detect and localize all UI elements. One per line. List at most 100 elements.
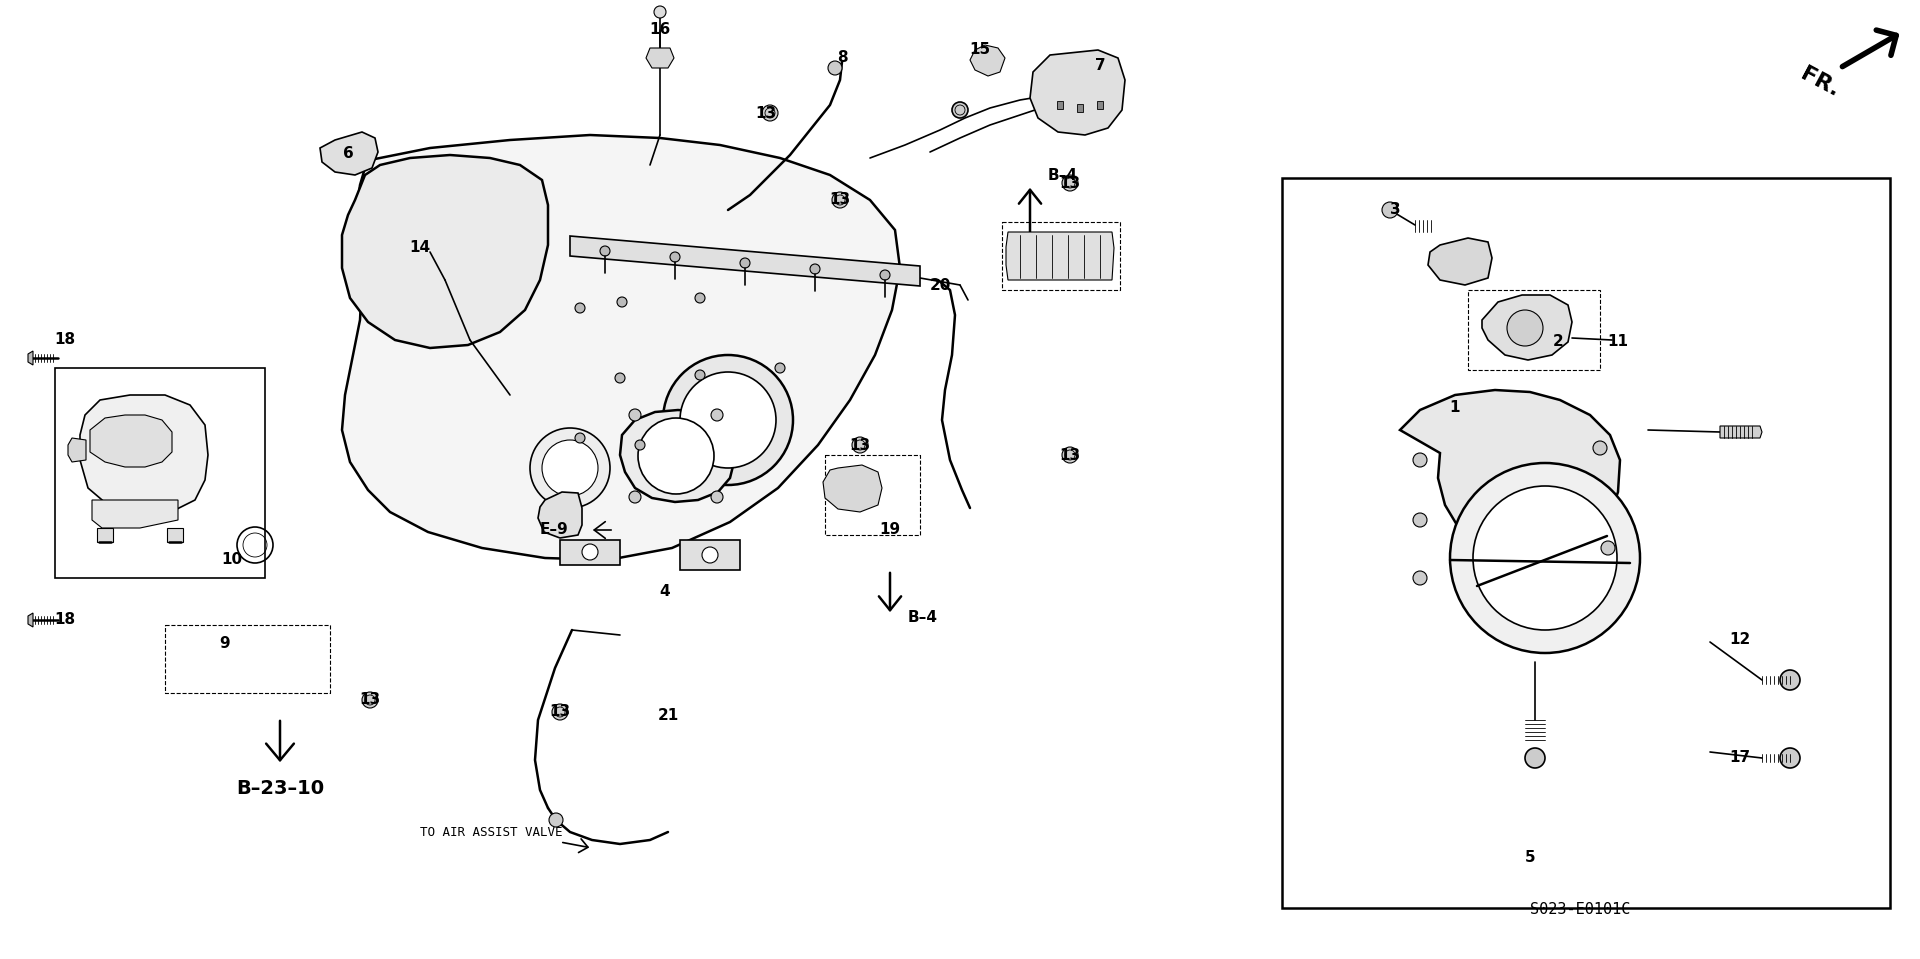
Circle shape bbox=[828, 61, 843, 75]
Circle shape bbox=[630, 409, 641, 421]
Text: E–9: E–9 bbox=[540, 523, 568, 537]
Circle shape bbox=[680, 372, 776, 468]
Circle shape bbox=[762, 105, 778, 121]
Circle shape bbox=[1382, 202, 1398, 218]
Text: 10: 10 bbox=[221, 552, 242, 568]
Circle shape bbox=[582, 544, 597, 560]
Text: S023-E0101C: S023-E0101C bbox=[1530, 902, 1630, 918]
Bar bbox=[1002, 222, 1119, 290]
Circle shape bbox=[852, 437, 868, 453]
Text: 13: 13 bbox=[1060, 448, 1081, 462]
Circle shape bbox=[1780, 670, 1801, 690]
Text: 12: 12 bbox=[1730, 633, 1751, 647]
Circle shape bbox=[616, 297, 628, 307]
Text: 16: 16 bbox=[649, 22, 670, 37]
Text: FR.: FR. bbox=[1797, 63, 1843, 101]
Polygon shape bbox=[620, 410, 735, 502]
Polygon shape bbox=[538, 492, 582, 538]
Circle shape bbox=[952, 102, 968, 118]
Circle shape bbox=[553, 704, 568, 720]
Text: 7: 7 bbox=[1094, 58, 1106, 73]
Text: 17: 17 bbox=[1730, 751, 1751, 765]
Bar bbox=[1058, 101, 1064, 109]
Circle shape bbox=[831, 192, 849, 208]
Circle shape bbox=[710, 491, 724, 503]
Polygon shape bbox=[342, 135, 900, 560]
Circle shape bbox=[703, 547, 718, 563]
Polygon shape bbox=[680, 540, 739, 570]
Circle shape bbox=[1780, 748, 1801, 768]
Polygon shape bbox=[29, 351, 33, 365]
Circle shape bbox=[574, 303, 586, 313]
Circle shape bbox=[1450, 463, 1640, 653]
Circle shape bbox=[1413, 513, 1427, 527]
Text: TO AIR ASSIST VALVE: TO AIR ASSIST VALVE bbox=[420, 826, 563, 838]
Text: B–4: B–4 bbox=[908, 611, 939, 625]
Text: 3: 3 bbox=[1390, 202, 1400, 218]
Text: 4: 4 bbox=[660, 584, 670, 599]
Bar bbox=[56, 368, 265, 578]
Text: 18: 18 bbox=[54, 333, 75, 347]
Polygon shape bbox=[1482, 295, 1572, 360]
Polygon shape bbox=[1400, 390, 1620, 565]
Circle shape bbox=[1062, 175, 1077, 191]
Circle shape bbox=[636, 440, 645, 450]
Polygon shape bbox=[1029, 50, 1125, 135]
Polygon shape bbox=[81, 395, 207, 512]
Bar bbox=[826, 455, 920, 535]
Bar bbox=[165, 625, 330, 693]
Circle shape bbox=[879, 270, 891, 280]
Text: 21: 21 bbox=[657, 708, 678, 722]
Text: 13: 13 bbox=[849, 437, 870, 453]
Circle shape bbox=[630, 491, 641, 503]
Circle shape bbox=[776, 363, 785, 373]
Circle shape bbox=[530, 428, 611, 508]
Text: 2: 2 bbox=[1553, 335, 1563, 349]
Circle shape bbox=[1601, 541, 1615, 555]
Text: 5: 5 bbox=[1524, 851, 1536, 866]
Polygon shape bbox=[1720, 426, 1763, 438]
Polygon shape bbox=[570, 236, 920, 286]
Circle shape bbox=[614, 373, 626, 383]
Polygon shape bbox=[29, 613, 33, 627]
Text: 9: 9 bbox=[219, 636, 230, 650]
Circle shape bbox=[637, 418, 714, 494]
Text: 1: 1 bbox=[1450, 401, 1461, 415]
Circle shape bbox=[655, 6, 666, 18]
Text: B–4: B–4 bbox=[1048, 168, 1077, 182]
Circle shape bbox=[574, 433, 586, 443]
Polygon shape bbox=[67, 438, 86, 462]
Circle shape bbox=[739, 258, 751, 268]
Circle shape bbox=[549, 813, 563, 827]
Circle shape bbox=[1524, 748, 1546, 768]
Circle shape bbox=[541, 440, 597, 496]
Text: 11: 11 bbox=[1607, 335, 1628, 349]
Polygon shape bbox=[1006, 232, 1114, 280]
Text: 14: 14 bbox=[409, 241, 430, 255]
Text: 8: 8 bbox=[837, 51, 847, 65]
Circle shape bbox=[1413, 571, 1427, 585]
Text: 19: 19 bbox=[879, 523, 900, 537]
Circle shape bbox=[363, 692, 378, 708]
Text: 13: 13 bbox=[359, 692, 380, 708]
Polygon shape bbox=[167, 528, 182, 542]
Bar bbox=[1283, 178, 1889, 908]
Polygon shape bbox=[342, 155, 547, 348]
Circle shape bbox=[662, 355, 793, 485]
Polygon shape bbox=[92, 500, 179, 528]
Text: 6: 6 bbox=[342, 146, 353, 160]
Bar bbox=[1469, 290, 1599, 370]
Circle shape bbox=[1594, 441, 1607, 455]
Bar bbox=[1077, 104, 1083, 112]
Circle shape bbox=[1473, 486, 1617, 630]
Polygon shape bbox=[561, 540, 620, 565]
Text: 15: 15 bbox=[970, 42, 991, 58]
Text: 18: 18 bbox=[54, 613, 75, 627]
Polygon shape bbox=[98, 528, 113, 542]
Circle shape bbox=[810, 264, 820, 274]
Circle shape bbox=[710, 409, 724, 421]
Text: 20: 20 bbox=[929, 277, 950, 292]
Polygon shape bbox=[1428, 238, 1492, 285]
Circle shape bbox=[599, 246, 611, 256]
Circle shape bbox=[1507, 310, 1544, 346]
